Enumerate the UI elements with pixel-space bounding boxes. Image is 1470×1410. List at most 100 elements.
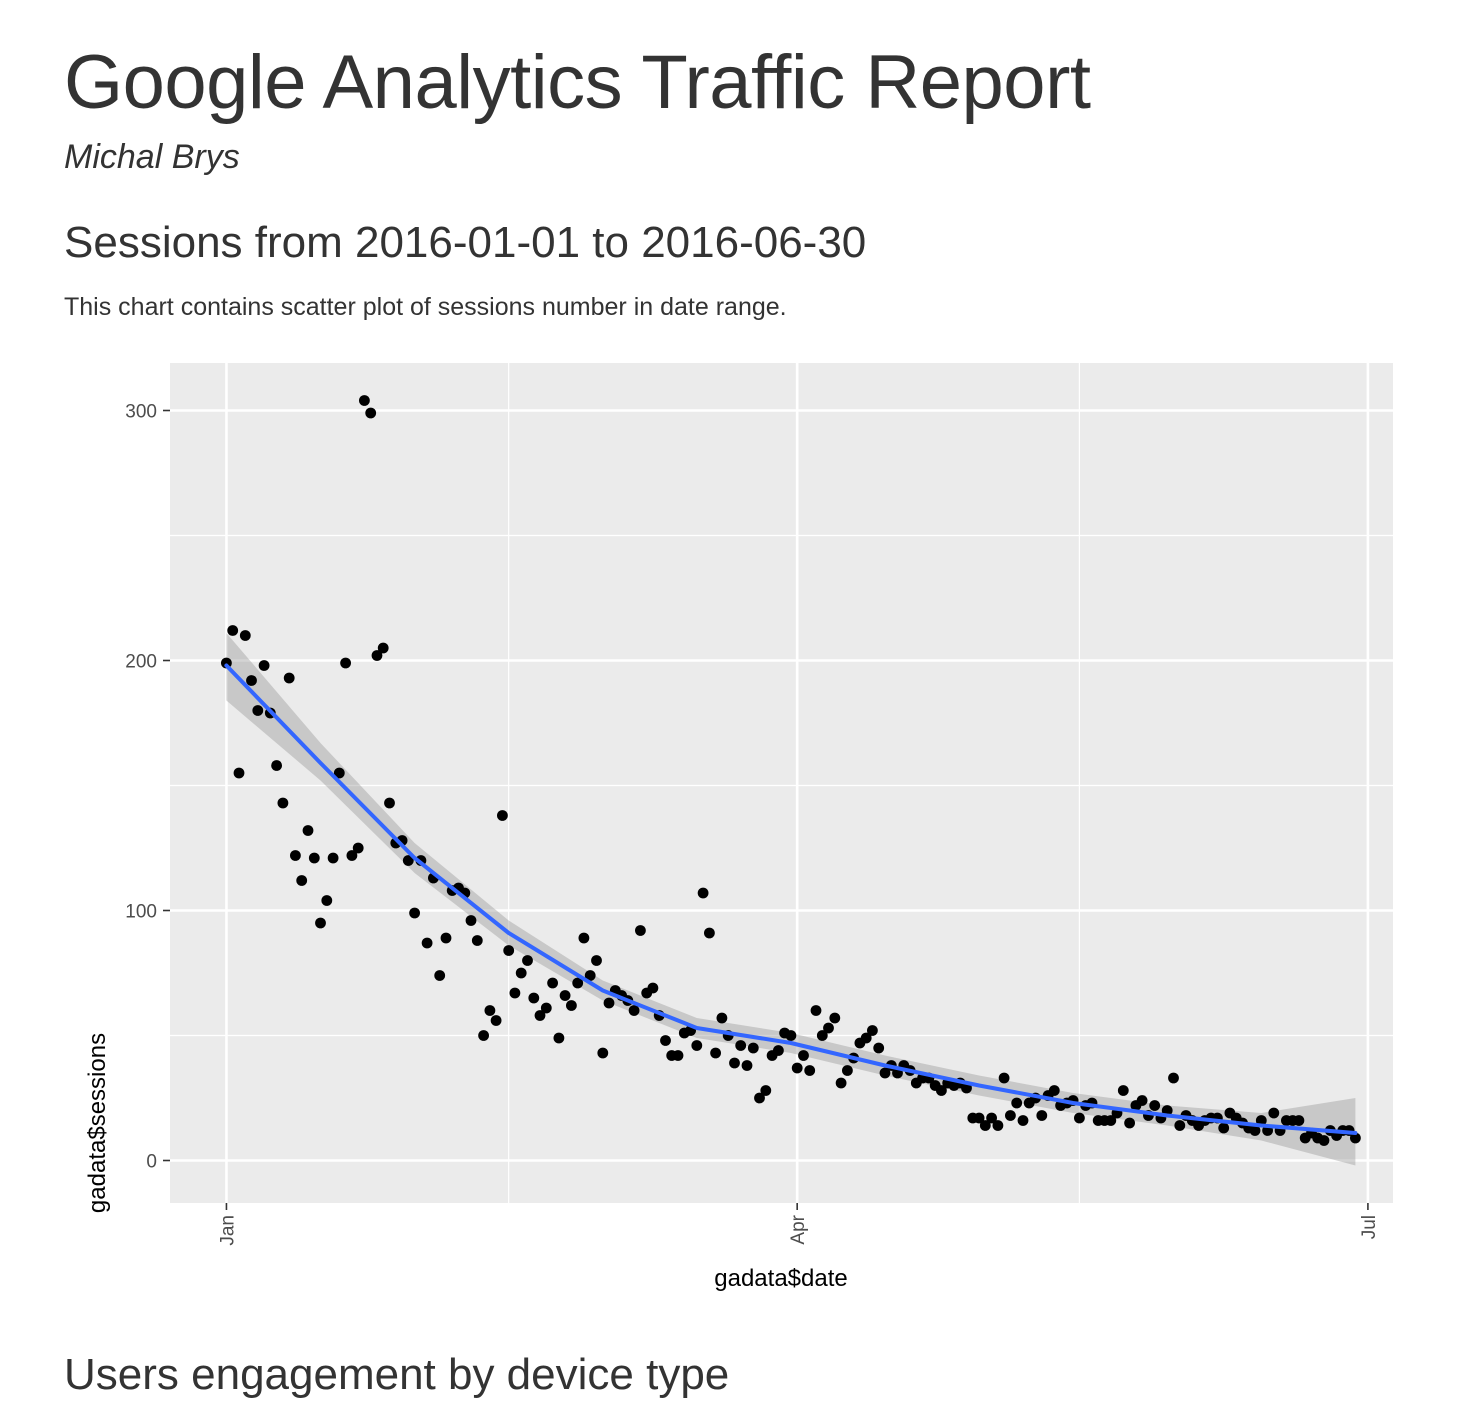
data-point xyxy=(879,1067,891,1079)
data-point xyxy=(359,395,370,406)
data-point xyxy=(252,705,264,716)
data-point xyxy=(402,855,414,866)
data-point xyxy=(578,932,590,944)
section-title-devices: Users engagement by device type xyxy=(64,1350,730,1399)
data-point xyxy=(340,657,351,669)
section-description-sessions: This chart contains scatter plot of sess… xyxy=(64,293,787,321)
data-point xyxy=(1350,1132,1361,1144)
x-tick-label: Apr xyxy=(788,1214,809,1244)
data-point xyxy=(484,1005,496,1016)
data-point xyxy=(509,987,521,999)
y-tick-label: 0 xyxy=(146,1152,157,1173)
section-title-sessions: Sessions from 2016-01-01 to 2016-06-30 xyxy=(64,218,867,267)
data-point xyxy=(315,917,326,929)
data-point xyxy=(672,1050,684,1061)
data-point xyxy=(760,1085,772,1096)
data-point xyxy=(540,1002,552,1014)
data-point xyxy=(522,955,533,966)
data-point xyxy=(327,852,339,864)
data-point xyxy=(246,675,257,686)
data-point xyxy=(290,850,301,861)
data-point xyxy=(647,982,659,994)
data-point xyxy=(660,1035,671,1046)
data-point xyxy=(1105,1115,1117,1126)
data-point xyxy=(1293,1115,1305,1126)
data-point xyxy=(1011,1097,1023,1109)
data-point xyxy=(860,1032,872,1044)
data-point xyxy=(377,642,389,654)
plot-panel xyxy=(170,363,1393,1203)
data-point xyxy=(835,1077,847,1089)
data-point xyxy=(1074,1112,1085,1124)
data-point xyxy=(1318,1135,1330,1146)
x-axis-title: gadata$date xyxy=(714,1265,847,1292)
data-point xyxy=(936,1085,947,1096)
data-point xyxy=(986,1112,997,1124)
data-point xyxy=(973,1112,985,1124)
data-point xyxy=(471,935,483,946)
data-point xyxy=(434,970,446,981)
report-author: Michal Brys xyxy=(64,138,240,176)
x-tick-label: Jan xyxy=(217,1215,238,1246)
data-point xyxy=(823,1022,834,1034)
data-point xyxy=(547,977,558,989)
data-point xyxy=(365,407,377,419)
data-point xyxy=(729,1057,740,1069)
data-point xyxy=(321,895,333,906)
data-point xyxy=(572,977,584,989)
data-point xyxy=(503,945,515,956)
data-point xyxy=(735,1040,747,1051)
data-point xyxy=(333,767,345,779)
data-point xyxy=(346,850,358,861)
data-point xyxy=(635,925,646,936)
data-point xyxy=(773,1045,784,1056)
data-point xyxy=(302,825,314,836)
data-point xyxy=(804,1065,816,1076)
data-point xyxy=(352,842,364,854)
data-point xyxy=(628,1005,640,1016)
data-point xyxy=(308,852,320,864)
data-point xyxy=(1249,1125,1261,1136)
data-point xyxy=(515,967,527,979)
data-point xyxy=(497,810,508,821)
data-point xyxy=(296,875,308,886)
y-tick-label: 300 xyxy=(125,402,157,423)
data-point xyxy=(271,760,282,771)
data-point xyxy=(710,1047,721,1059)
data-point xyxy=(829,1012,841,1024)
data-point xyxy=(584,970,596,981)
data-point xyxy=(421,937,433,949)
data-point xyxy=(1005,1110,1016,1121)
data-point xyxy=(785,1030,797,1041)
smooth-trend-line xyxy=(224,663,1358,1135)
data-point xyxy=(754,1092,765,1104)
data-point xyxy=(227,625,239,636)
data-point xyxy=(528,992,540,1004)
data-point xyxy=(409,907,420,919)
data-point xyxy=(384,797,395,809)
data-point xyxy=(239,630,251,641)
data-point xyxy=(566,1000,577,1011)
data-point xyxy=(747,1042,759,1054)
axes: 0 100 200 300 Jan Apr Jul xyxy=(125,402,1380,1246)
data-point xyxy=(534,1010,546,1021)
data-point xyxy=(1255,1115,1267,1126)
data-point xyxy=(597,1047,609,1059)
data-point xyxy=(559,990,571,1001)
confidence-band-layer xyxy=(226,633,1356,1166)
data-point xyxy=(1117,1085,1129,1096)
data-point xyxy=(691,1040,703,1051)
data-point xyxy=(553,1032,565,1044)
y-tick-label: 200 xyxy=(125,652,157,673)
data-point xyxy=(1017,1115,1029,1126)
data-point xyxy=(1124,1117,1135,1129)
y-tick-label: 100 xyxy=(125,902,157,923)
data-point xyxy=(842,1065,853,1076)
data-point xyxy=(1036,1110,1048,1121)
sessions-scatter-chart: 0 100 200 300 Jan Apr Jul gadata$date gadata$s… xyxy=(84,363,1393,1292)
data-point xyxy=(697,887,709,899)
data-point xyxy=(791,1062,803,1074)
data-point xyxy=(465,915,477,926)
data-point xyxy=(798,1050,809,1061)
data-point xyxy=(873,1042,885,1054)
